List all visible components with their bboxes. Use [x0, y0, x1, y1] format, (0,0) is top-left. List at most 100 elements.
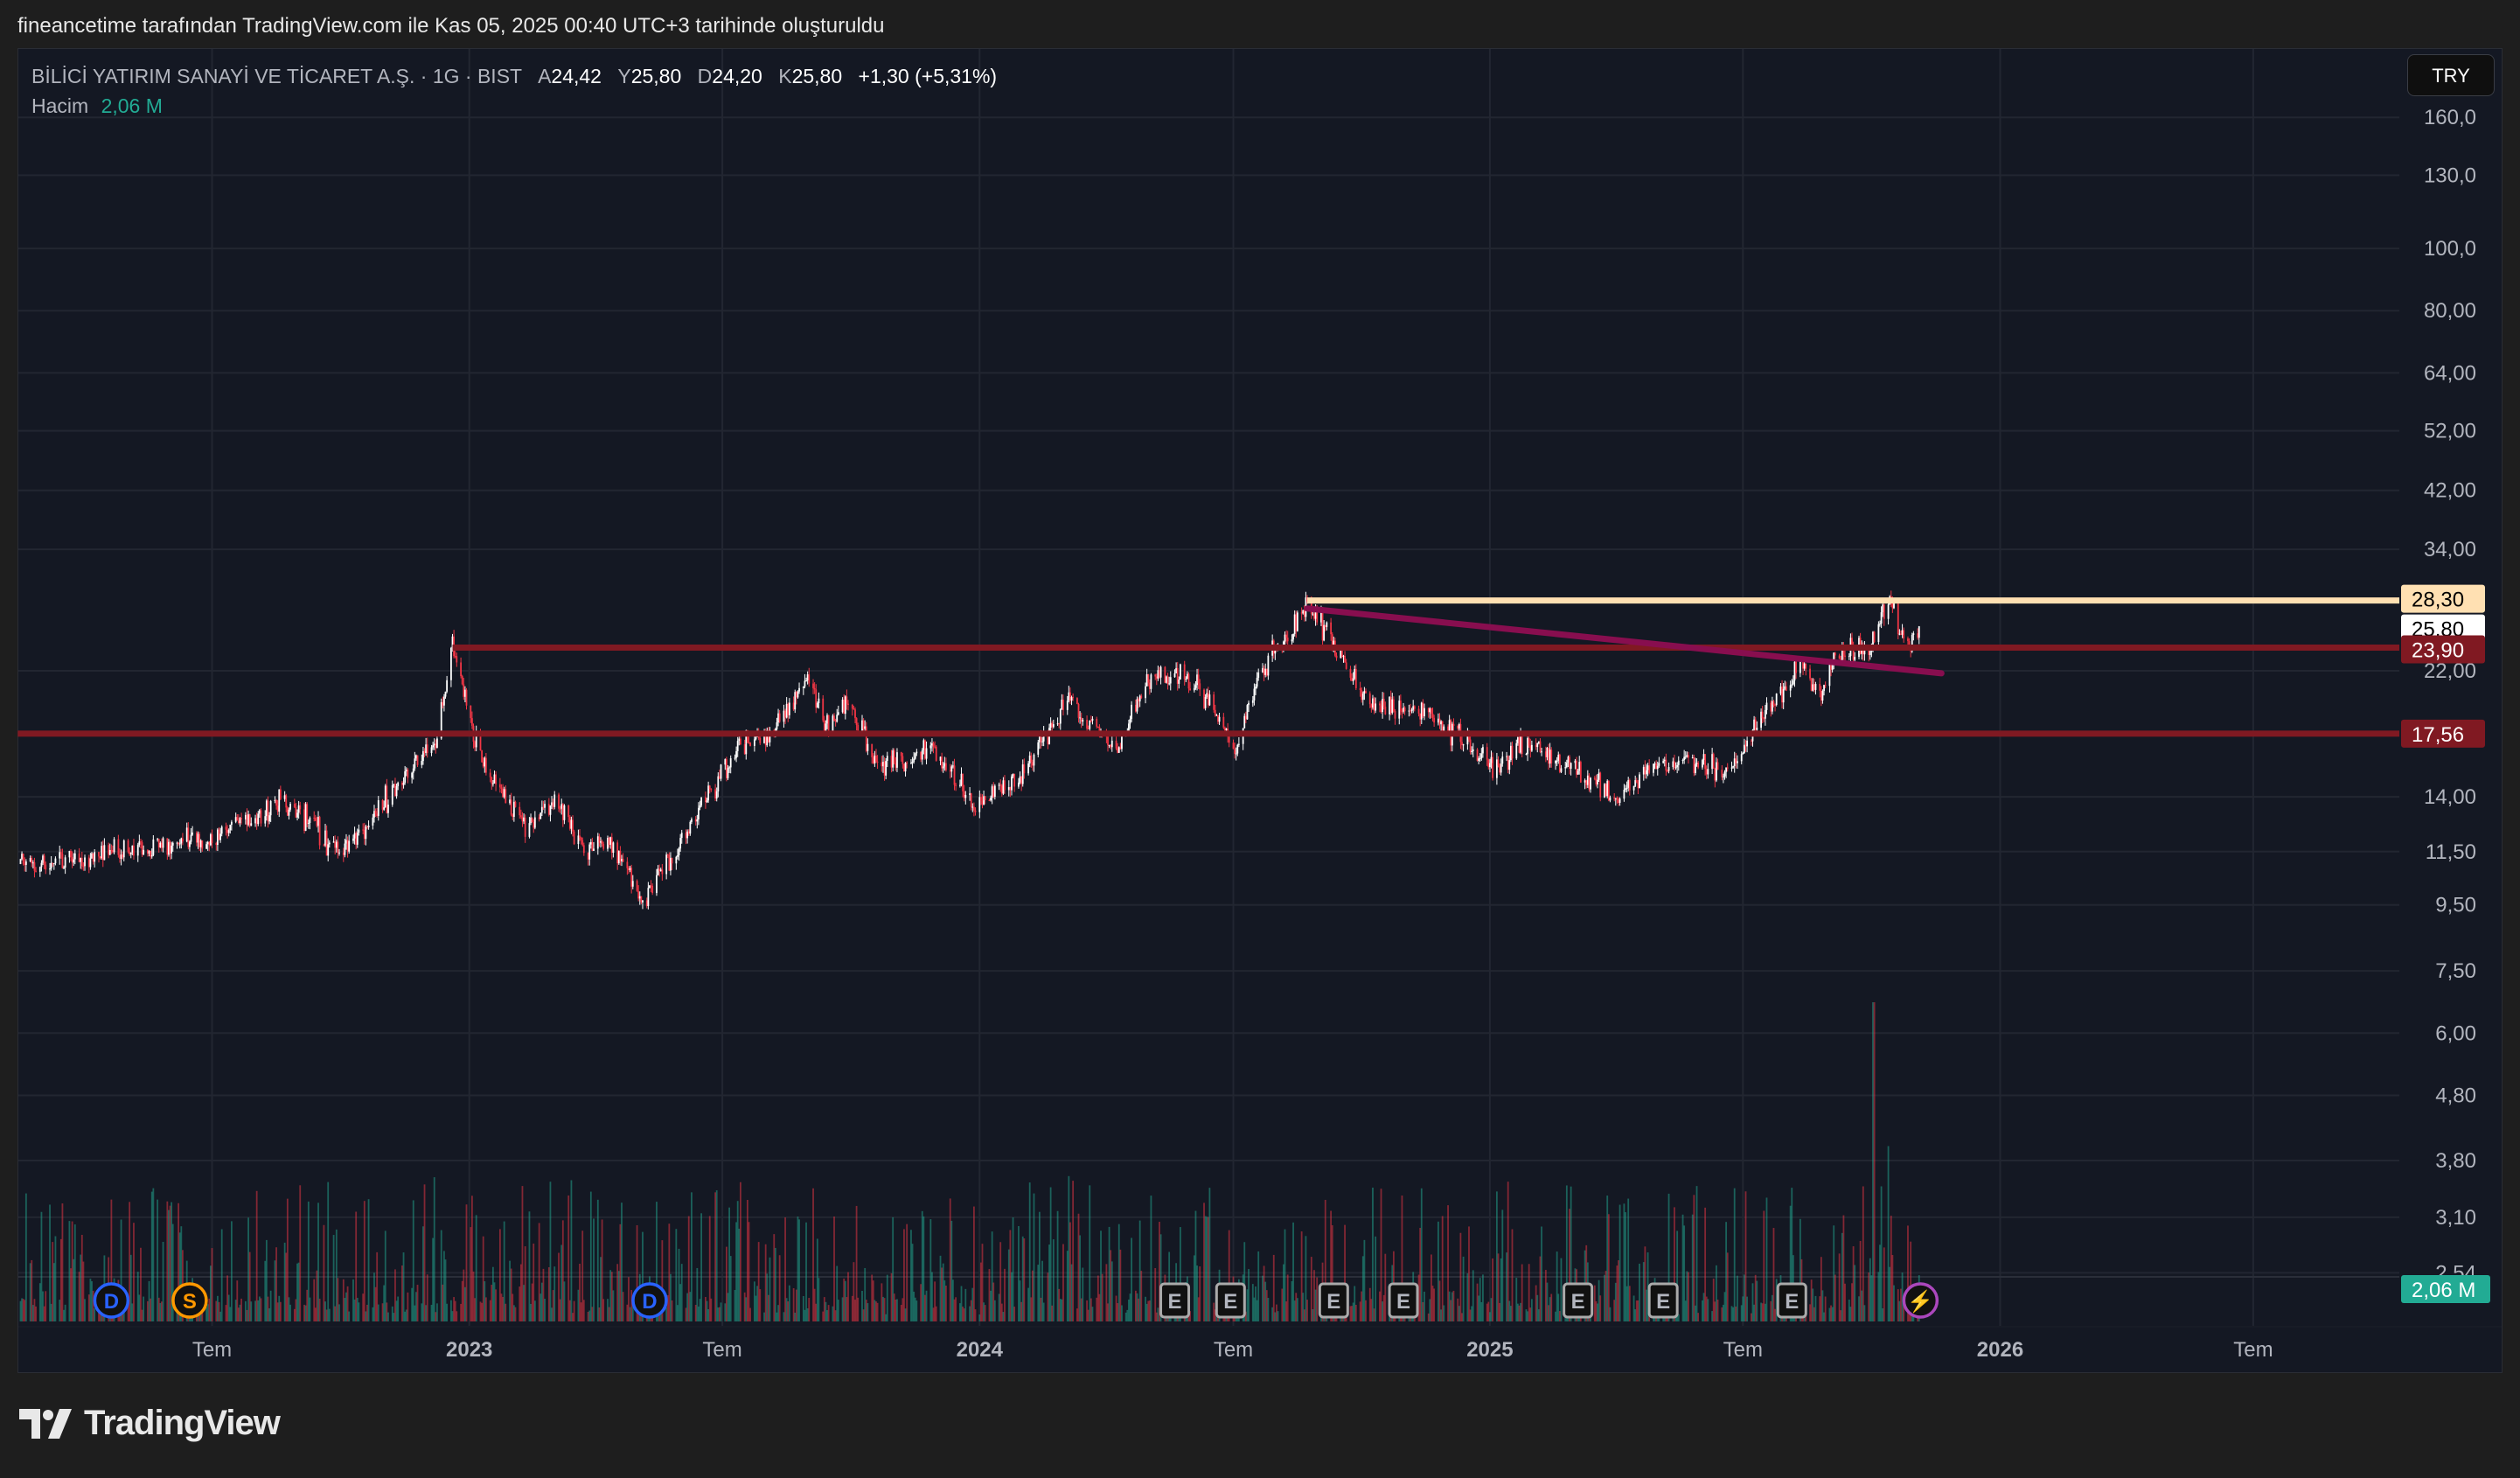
candle: [855, 718, 858, 725]
volume-bar: [979, 1262, 982, 1321]
volume-bar: [19, 1300, 22, 1321]
chart-panel[interactable]: [17, 48, 2503, 1373]
volume-bar: [426, 1274, 428, 1321]
candle: [978, 797, 981, 812]
news-event-icon[interactable]: ⚡: [1902, 1282, 1939, 1319]
low-value: 24,20: [712, 65, 762, 87]
candle: [493, 774, 496, 784]
volume-bar: [1429, 1299, 1431, 1321]
volume-bar: [1765, 1197, 1768, 1321]
volume-bar: [911, 1244, 914, 1321]
volume-bar: [1518, 1305, 1521, 1321]
candle: [1642, 766, 1645, 775]
volume-bar: [1819, 1296, 1821, 1321]
candle: [295, 806, 297, 818]
volume-bar: [696, 1267, 699, 1321]
volume-bar: [1089, 1298, 1092, 1321]
candle: [1508, 760, 1511, 770]
volume-bar: [374, 1286, 377, 1321]
volume-bar: [1890, 1216, 1892, 1321]
candle: [278, 789, 281, 812]
volume-bar: [215, 1300, 218, 1321]
symbol-title[interactable]: BİLİCİ YATIRIM SANAYİ VE TİCARET A.Ş. · …: [31, 65, 522, 87]
volume-bar: [1764, 1303, 1766, 1321]
candle: [1765, 702, 1768, 710]
candle: [661, 869, 664, 875]
candle: [171, 845, 173, 854]
split-event-icon[interactable]: S: [171, 1282, 208, 1319]
candle: [841, 699, 844, 713]
candle: [1681, 760, 1684, 762]
candle: [460, 662, 463, 677]
volume-bar: [1305, 1236, 1307, 1321]
volume-bar: [851, 1295, 853, 1321]
candle: [197, 833, 199, 843]
volume-bar: [1852, 1246, 1855, 1321]
earnings-event-icon[interactable]: E: [1563, 1282, 1594, 1319]
volume-bar: [1274, 1312, 1277, 1321]
candle: [1737, 761, 1738, 763]
candle: [1234, 749, 1236, 754]
volume-bar: [924, 1294, 926, 1321]
volume-bar: [665, 1307, 668, 1321]
candle: [113, 839, 115, 853]
candle: [533, 821, 535, 828]
volume-bar: [1721, 1307, 1723, 1321]
volume-bar: [1509, 1306, 1512, 1321]
volume-bar: [1520, 1302, 1521, 1321]
candle: [1529, 745, 1532, 751]
earnings-event-icon[interactable]: E: [1215, 1282, 1246, 1319]
volume-bar: [766, 1273, 769, 1321]
earnings-event-icon[interactable]: E: [1388, 1282, 1419, 1319]
dividend-event-icon[interactable]: D: [631, 1282, 668, 1319]
candle: [131, 845, 134, 853]
dividend-event-icon[interactable]: D: [93, 1282, 130, 1319]
candle: [1691, 757, 1694, 759]
candle: [54, 858, 57, 864]
volume-bar: [1079, 1235, 1082, 1321]
top-bar: fineancetime tarafından TradingView.com …: [0, 0, 2520, 48]
earnings-event-icon[interactable]: E: [1159, 1282, 1191, 1319]
volume-bar: [38, 1283, 41, 1321]
candle: [1236, 744, 1239, 754]
volume-bar: [383, 1285, 386, 1321]
volume-bar: [1306, 1300, 1308, 1321]
earnings-event-icon[interactable]: E: [1318, 1282, 1349, 1319]
candle: [628, 868, 630, 871]
candle: [1897, 603, 1899, 634]
volume-bar: [1363, 1239, 1366, 1321]
earnings-event-icon[interactable]: E: [1776, 1282, 1807, 1319]
volume-bar: [1487, 1301, 1490, 1321]
candle: [776, 722, 778, 729]
volume-bar: [289, 1304, 291, 1321]
candle: [785, 703, 788, 718]
volume-bar: [759, 1289, 762, 1321]
candle: [531, 817, 533, 822]
candle: [309, 817, 311, 824]
volume-bar: [1147, 1300, 1150, 1321]
footer-logo[interactable]: TradingView: [19, 1404, 281, 1443]
candle: [435, 743, 437, 749]
volume-bar: [1061, 1299, 1063, 1321]
volume-bar: [381, 1303, 384, 1321]
candle: [1433, 717, 1436, 723]
earnings-event-icon[interactable]: E: [1647, 1282, 1679, 1319]
candle: [963, 791, 965, 798]
candle: [851, 704, 853, 709]
candle: [778, 713, 781, 722]
volume-bar: [1515, 1278, 1518, 1321]
candle: [98, 852, 100, 857]
candle: [1145, 673, 1148, 687]
candle: [464, 689, 466, 697]
candle: [1345, 662, 1347, 669]
volume-bar: [724, 1303, 727, 1321]
volume-bar: [402, 1252, 405, 1321]
currency-button[interactable]: TRY: [2407, 54, 2495, 96]
volume-label[interactable]: Hacim: [31, 94, 89, 117]
volume-bar: [45, 1291, 47, 1321]
candle: [570, 819, 573, 829]
candle: [367, 826, 370, 828]
volume-bar: [1365, 1300, 1367, 1321]
volume-bar: [436, 1303, 438, 1321]
